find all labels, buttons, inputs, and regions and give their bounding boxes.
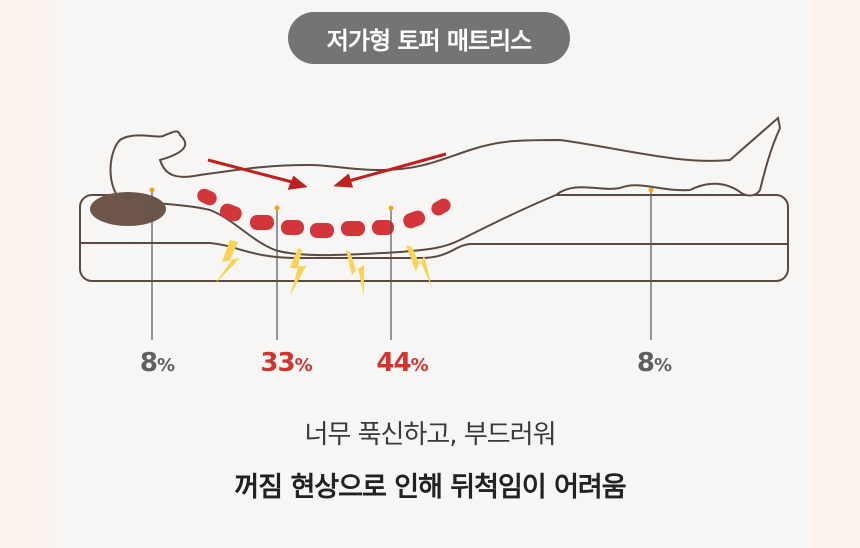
spine-segments bbox=[197, 188, 451, 238]
pressure-arrows bbox=[207, 152, 447, 190]
pressure-head-label: 8% bbox=[139, 348, 175, 378]
title-badge: 저가형 토퍼 매트리스 bbox=[288, 12, 570, 64]
pressure-leg-label: 8% bbox=[636, 348, 672, 378]
caption-line-1: 너무 푹신하고, 부드러워 bbox=[304, 420, 557, 450]
measurement-dots bbox=[149, 187, 654, 211]
pressure-back-label: 33% bbox=[260, 348, 312, 378]
pressure-hip-label: 44% bbox=[376, 348, 428, 378]
body-outline bbox=[109, 116, 782, 257]
background-panel bbox=[50, 0, 812, 548]
pillow bbox=[90, 192, 166, 226]
caption-line-2: 꺼짐 현상으로 인해 뒤척임이 어려움 bbox=[234, 472, 626, 503]
measurement-lines bbox=[151, 191, 652, 340]
lightning-bolt-icons bbox=[214, 240, 432, 296]
